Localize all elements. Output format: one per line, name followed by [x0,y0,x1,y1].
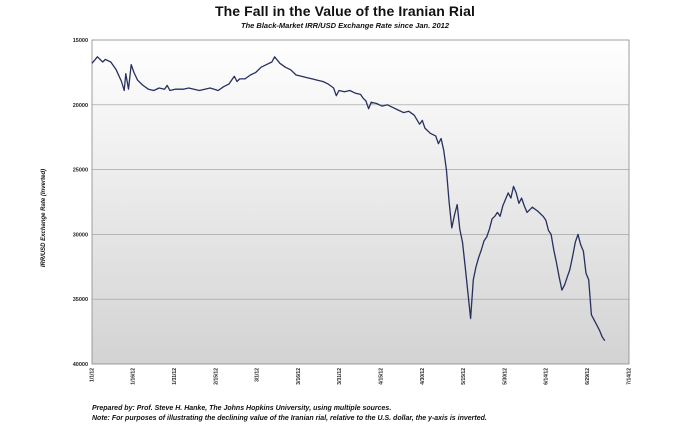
y-tick-label: 35000 [73,297,88,303]
x-tick-label: 5/15/12 [461,368,467,385]
y-tick-label: 20000 [73,103,88,109]
chart-title: The Fall in the Value of the Iranian Ria… [214,3,476,19]
chart-subtitle: The Black-Market IRR/USD Exchange Rate s… [240,21,449,30]
x-tick-label: 6/29/12 [585,368,591,385]
x-tick-label: 3/16/12 [296,368,302,385]
footnote-prepared-by: Prepared by: Prof. Steve H. Hanke, The J… [92,405,392,412]
x-tick-label: 5/30/12 [502,368,508,385]
y-tick-label: 30000 [73,232,88,238]
x-tick-label: 1/1/12 [89,368,95,382]
x-tick-label: 7/14/12 [626,368,632,385]
x-tick-label: 4/30/12 [420,368,426,385]
x-tick-label: 2/15/12 [213,368,219,385]
x-tick-label: 6/14/12 [544,368,550,385]
x-tick-label: 3/1/12 [255,368,261,382]
gridlines [92,104,629,300]
footnote-note: Note: For purposes of illustrating the d… [92,415,487,422]
plot-area [91,39,630,365]
y-tick-label: 40000 [73,362,88,368]
y-tick-label: 15000 [73,38,88,44]
x-tick-label: 4/15/12 [378,368,384,385]
y-axis-ticks: 15000 20000 25000 30000 35000 40000 [73,38,88,368]
series-line [91,56,606,342]
x-axis-ticks: 1/1/12 1/16/12 1/31/12 2/15/12 3/1/12 3/16/12… [89,368,632,385]
x-tick-label: 1/16/12 [131,368,137,385]
x-tick-label: 1/31/12 [172,368,178,385]
x-tick-label: 3/31/12 [337,368,343,385]
y-tick-label: 25000 [73,168,88,174]
